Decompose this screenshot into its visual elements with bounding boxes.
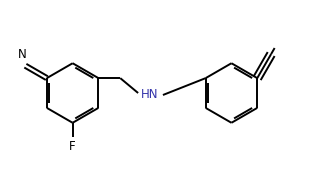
Text: HN: HN [141,88,158,101]
Text: N: N [18,48,27,61]
Text: F: F [69,140,76,153]
